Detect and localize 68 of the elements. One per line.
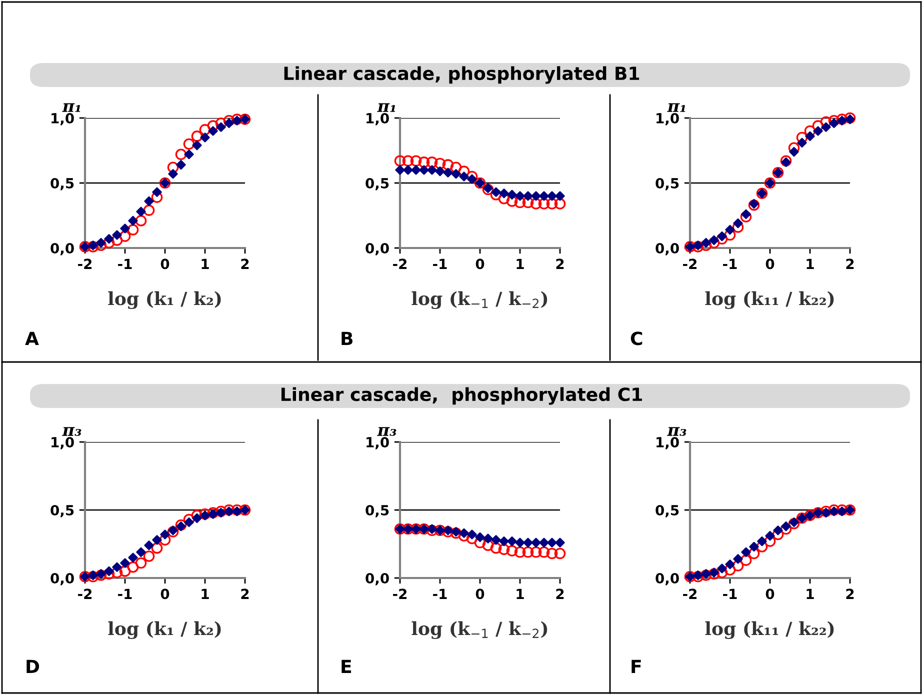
- x-axis-title: log (k$_{−1}$ / k$_{−2}$): [412, 291, 548, 310]
- y-axis-title: π₁: [377, 103, 396, 112]
- text: E: [342, 660, 352, 673]
- x-tick-label: 2: [556, 258, 564, 269]
- x-axis-title: log (k₁ / k₂): [108, 291, 221, 310]
- y-tick-label: 0,5: [366, 504, 389, 518]
- x-tick-label: -1: [118, 258, 132, 269]
- x-tick-label: 2: [241, 258, 249, 269]
- y-axis-title: π₃: [62, 427, 82, 436]
- x-tick-label: -2: [683, 258, 697, 269]
- chart-title: Linear cascade, phosphorylated C1: [281, 387, 642, 405]
- x-tick-label: 1: [202, 258, 209, 269]
- y-tick-label: 0,0: [656, 572, 679, 586]
- x-tick-label: -1: [723, 588, 737, 599]
- x-tick-label: 1: [516, 588, 524, 599]
- x-tick-label: 1: [806, 258, 814, 269]
- x-tick-label: -2: [78, 588, 92, 599]
- y-axis-title: π₃: [377, 427, 396, 436]
- text: D: [26, 660, 40, 673]
- x-axis-title: log (k₁₁ / k₂₂): [705, 291, 834, 310]
- x-tick-label: 2: [556, 588, 564, 599]
- x-tick-label: -2: [683, 588, 697, 599]
- x-tick-label: 1: [516, 258, 524, 269]
- text: A: [25, 332, 39, 345]
- text: B: [342, 332, 352, 345]
- y-tick-label: 0,0: [50, 242, 74, 256]
- x-tick-label: -1: [118, 588, 132, 599]
- y-tick-label: 0,5: [50, 178, 74, 190]
- x-tick-label: 0: [160, 258, 170, 270]
- x-tick-label: 1: [806, 588, 814, 599]
- y-tick-label: 0,5: [656, 504, 679, 518]
- x-axis-title: log (k₁ / k₂): [108, 621, 221, 640]
- y-tick-label: 1,0: [52, 112, 74, 126]
- y-tick-label: 0,0: [656, 242, 679, 256]
- x-tick-label: 0: [476, 588, 484, 600]
- y-tick-label: 1,0: [366, 112, 389, 126]
- x-tick-label: 2: [846, 588, 854, 599]
- x-tick-label: -1: [723, 258, 737, 269]
- text: F: [632, 660, 641, 673]
- x-axis-title: log (k$_{−1}$ / k$_{−2}$): [412, 621, 548, 640]
- x-tick-label: 0: [766, 258, 774, 270]
- y-tick-label: 1,0: [366, 436, 389, 450]
- y-tick-label: 1,0: [52, 436, 74, 450]
- x-tick-label: 0: [160, 588, 170, 600]
- y-tick-label: 0,0: [50, 572, 74, 586]
- y-tick-label: 0,0: [366, 242, 389, 256]
- y-axis-title: π₃: [667, 427, 686, 436]
- text: C: [630, 332, 642, 346]
- y-tick-label: 0,5: [50, 504, 74, 518]
- x-tick-label: 0: [476, 258, 484, 270]
- x-tick-label: 1: [202, 588, 209, 599]
- y-tick-label: 1,0: [656, 436, 679, 450]
- x-tick-label: -1: [433, 258, 447, 269]
- x-tick-label: -2: [393, 258, 407, 269]
- x-tick-label: -1: [433, 588, 447, 599]
- x-tick-label: 0: [766, 588, 774, 600]
- y-axis-title: π₁: [62, 103, 80, 112]
- x-tick-label: -2: [393, 588, 407, 599]
- chart-title: Linear cascade, phosphorylated B1: [284, 66, 640, 84]
- x-tick-label: 2: [846, 258, 854, 269]
- y-tick-label: 1,0: [656, 112, 679, 126]
- x-tick-label: -2: [78, 258, 92, 269]
- x-tick-label: 2: [241, 588, 249, 599]
- y-tick-label: 0,0: [366, 572, 389, 586]
- y-axis-title: π₁: [667, 103, 686, 112]
- y-tick-label: 0,5: [656, 178, 679, 190]
- y-tick-label: 0,5: [366, 178, 389, 190]
- x-axis-title: log (k₁₁ / k₂₂): [705, 621, 834, 640]
